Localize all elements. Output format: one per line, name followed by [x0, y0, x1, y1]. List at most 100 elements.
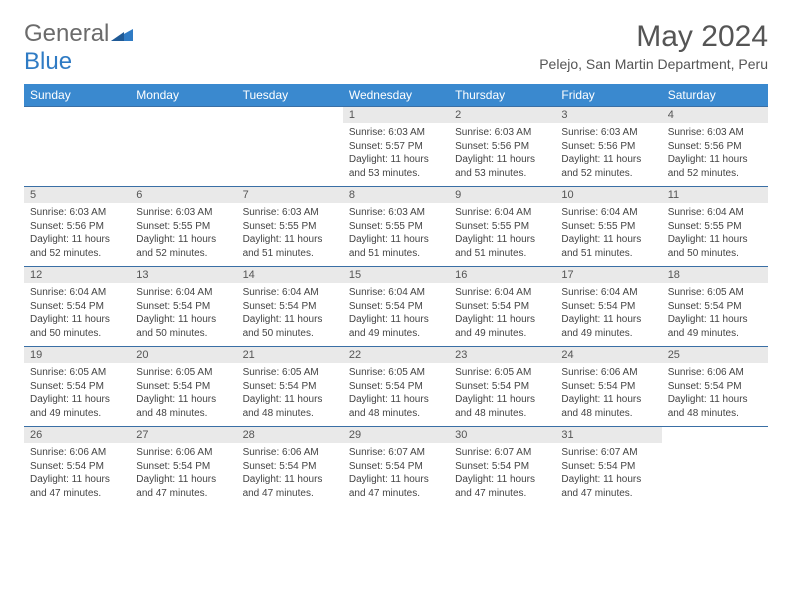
sunset-text: Sunset: 5:55 PM — [455, 220, 549, 234]
day-content-cell: Sunrise: 6:03 AMSunset: 5:56 PMDaylight:… — [555, 123, 661, 187]
day-content-cell: Sunrise: 6:04 AMSunset: 5:55 PMDaylight:… — [555, 203, 661, 267]
daylight-text: Daylight: 11 hours and 48 minutes. — [561, 393, 655, 420]
day-content-cell: Sunrise: 6:05 AMSunset: 5:54 PMDaylight:… — [24, 363, 130, 427]
daylight-text: Daylight: 11 hours and 48 minutes. — [243, 393, 337, 420]
sunrise-text: Sunrise: 6:03 AM — [136, 206, 230, 220]
day-number-cell: 18 — [662, 267, 768, 284]
day-content-cell: Sunrise: 6:07 AMSunset: 5:54 PMDaylight:… — [449, 443, 555, 506]
sunrise-text: Sunrise: 6:04 AM — [561, 286, 655, 300]
day-content-cell: Sunrise: 6:05 AMSunset: 5:54 PMDaylight:… — [662, 283, 768, 347]
sunrise-text: Sunrise: 6:03 AM — [455, 126, 549, 140]
daylight-text: Daylight: 11 hours and 47 minutes. — [561, 473, 655, 500]
day-number-cell: 31 — [555, 427, 661, 444]
daynum-row: 262728293031 — [24, 427, 768, 444]
sunrise-text: Sunrise: 6:03 AM — [668, 126, 762, 140]
sunset-text: Sunset: 5:56 PM — [668, 140, 762, 154]
daylight-text: Daylight: 11 hours and 47 minutes. — [455, 473, 549, 500]
day-content-cell: Sunrise: 6:06 AMSunset: 5:54 PMDaylight:… — [24, 443, 130, 506]
day-content-cell — [130, 123, 236, 187]
day-number-cell: 6 — [130, 187, 236, 204]
day-content-cell: Sunrise: 6:03 AMSunset: 5:56 PMDaylight:… — [662, 123, 768, 187]
day-number-cell: 5 — [24, 187, 130, 204]
daynum-row: 1234 — [24, 107, 768, 124]
sunrise-text: Sunrise: 6:04 AM — [455, 286, 549, 300]
sunset-text: Sunset: 5:54 PM — [30, 460, 124, 474]
daynum-row: 19202122232425 — [24, 347, 768, 364]
sunset-text: Sunset: 5:54 PM — [136, 460, 230, 474]
daylight-text: Daylight: 11 hours and 48 minutes. — [349, 393, 443, 420]
day-content-cell: Sunrise: 6:04 AMSunset: 5:54 PMDaylight:… — [555, 283, 661, 347]
sunrise-text: Sunrise: 6:03 AM — [349, 206, 443, 220]
sunrise-text: Sunrise: 6:05 AM — [30, 366, 124, 380]
daynum-row: 12131415161718 — [24, 267, 768, 284]
sunset-text: Sunset: 5:56 PM — [30, 220, 124, 234]
day-number-cell: 17 — [555, 267, 661, 284]
brand-logo: GeneralBlue — [24, 20, 133, 76]
day-content-cell: Sunrise: 6:05 AMSunset: 5:54 PMDaylight:… — [237, 363, 343, 427]
weekday-header-row: Sunday Monday Tuesday Wednesday Thursday… — [24, 84, 768, 107]
day-number-cell: 27 — [130, 427, 236, 444]
day-content-cell: Sunrise: 6:03 AMSunset: 5:55 PMDaylight:… — [343, 203, 449, 267]
sunset-text: Sunset: 5:54 PM — [561, 460, 655, 474]
sunset-text: Sunset: 5:54 PM — [561, 380, 655, 394]
day-number-cell: 29 — [343, 427, 449, 444]
title-block: May 2024 Pelejo, San Martin Department, … — [539, 20, 768, 72]
day-content-cell: Sunrise: 6:03 AMSunset: 5:55 PMDaylight:… — [130, 203, 236, 267]
content-row: Sunrise: 6:06 AMSunset: 5:54 PMDaylight:… — [24, 443, 768, 506]
sunrise-text: Sunrise: 6:06 AM — [561, 366, 655, 380]
weekday-header: Monday — [130, 84, 236, 107]
day-number-cell: 26 — [24, 427, 130, 444]
day-content-cell: Sunrise: 6:05 AMSunset: 5:54 PMDaylight:… — [343, 363, 449, 427]
sunrise-text: Sunrise: 6:04 AM — [243, 286, 337, 300]
day-number-cell: 10 — [555, 187, 661, 204]
day-content-cell: Sunrise: 6:06 AMSunset: 5:54 PMDaylight:… — [662, 363, 768, 427]
sunset-text: Sunset: 5:54 PM — [561, 300, 655, 314]
sunrise-text: Sunrise: 6:03 AM — [243, 206, 337, 220]
sunset-text: Sunset: 5:55 PM — [349, 220, 443, 234]
day-number-cell: 22 — [343, 347, 449, 364]
sunset-text: Sunset: 5:54 PM — [243, 380, 337, 394]
daylight-text: Daylight: 11 hours and 47 minutes. — [30, 473, 124, 500]
daylight-text: Daylight: 11 hours and 52 minutes. — [136, 233, 230, 260]
day-number-cell: 24 — [555, 347, 661, 364]
sunset-text: Sunset: 5:54 PM — [349, 380, 443, 394]
sunset-text: Sunset: 5:55 PM — [561, 220, 655, 234]
calendar-body: 1234Sunrise: 6:03 AMSunset: 5:57 PMDayli… — [24, 107, 768, 507]
day-content-cell: Sunrise: 6:04 AMSunset: 5:54 PMDaylight:… — [449, 283, 555, 347]
day-content-cell: Sunrise: 6:04 AMSunset: 5:55 PMDaylight:… — [662, 203, 768, 267]
calendar-page: GeneralBlue May 2024 Pelejo, San Martin … — [0, 0, 792, 506]
daylight-text: Daylight: 11 hours and 49 minutes. — [349, 313, 443, 340]
day-number-cell — [237, 107, 343, 124]
brand-part2: Blue — [24, 48, 72, 75]
day-content-cell: Sunrise: 6:03 AMSunset: 5:57 PMDaylight:… — [343, 123, 449, 187]
day-number-cell — [24, 107, 130, 124]
daylight-text: Daylight: 11 hours and 49 minutes. — [30, 393, 124, 420]
day-number-cell: 3 — [555, 107, 661, 124]
daylight-text: Daylight: 11 hours and 51 minutes. — [349, 233, 443, 260]
sunrise-text: Sunrise: 6:04 AM — [455, 206, 549, 220]
day-content-cell: Sunrise: 6:06 AMSunset: 5:54 PMDaylight:… — [237, 443, 343, 506]
day-number-cell: 28 — [237, 427, 343, 444]
day-content-cell: Sunrise: 6:04 AMSunset: 5:54 PMDaylight:… — [130, 283, 236, 347]
day-number-cell: 15 — [343, 267, 449, 284]
day-number-cell: 11 — [662, 187, 768, 204]
header: GeneralBlue May 2024 Pelejo, San Martin … — [24, 20, 768, 76]
daylight-text: Daylight: 11 hours and 47 minutes. — [136, 473, 230, 500]
day-number-cell — [130, 107, 236, 124]
sunrise-text: Sunrise: 6:06 AM — [30, 446, 124, 460]
sunrise-text: Sunrise: 6:05 AM — [243, 366, 337, 380]
weekday-header: Sunday — [24, 84, 130, 107]
daylight-text: Daylight: 11 hours and 47 minutes. — [349, 473, 443, 500]
daylight-text: Daylight: 11 hours and 53 minutes. — [349, 153, 443, 180]
day-content-cell — [662, 443, 768, 506]
sunrise-text: Sunrise: 6:05 AM — [455, 366, 549, 380]
day-number-cell: 23 — [449, 347, 555, 364]
day-content-cell — [237, 123, 343, 187]
daylight-text: Daylight: 11 hours and 53 minutes. — [455, 153, 549, 180]
daylight-text: Daylight: 11 hours and 50 minutes. — [136, 313, 230, 340]
daylight-text: Daylight: 11 hours and 52 minutes. — [561, 153, 655, 180]
sunset-text: Sunset: 5:54 PM — [668, 300, 762, 314]
daylight-text: Daylight: 11 hours and 48 minutes. — [455, 393, 549, 420]
sunrise-text: Sunrise: 6:07 AM — [349, 446, 443, 460]
sunrise-text: Sunrise: 6:07 AM — [455, 446, 549, 460]
